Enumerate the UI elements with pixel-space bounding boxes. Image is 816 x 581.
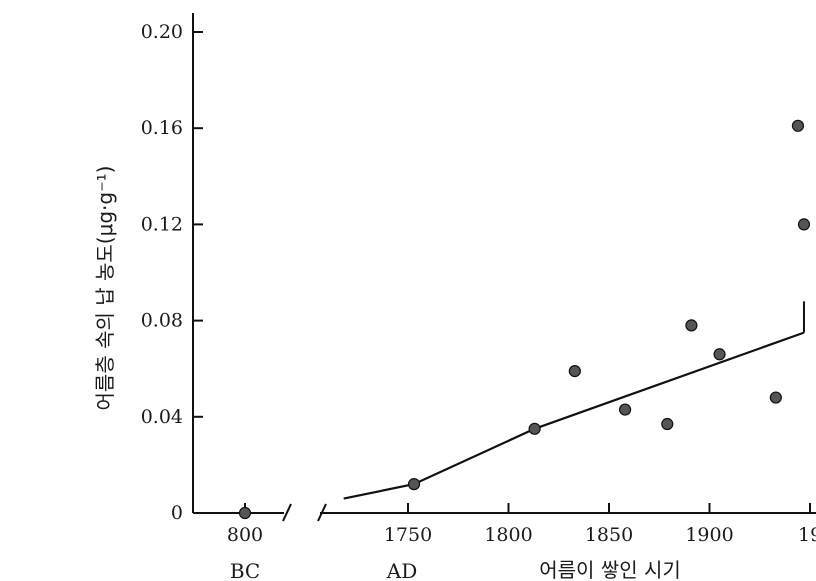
data-point [661, 417, 674, 431]
data-points [238, 119, 811, 520]
data-point [238, 506, 252, 520]
data-point [618, 403, 632, 416]
era-label-bc: BC [230, 559, 260, 581]
axes [192, 13, 816, 522]
y-tick-label: 0.16 [141, 117, 183, 139]
x-tick-label-ad: 19 [798, 524, 816, 546]
x-ticks: 800 1750 1800 1850 1900 19 [227, 503, 816, 546]
trend-line [343, 301, 805, 500]
era-label-ad: AD [386, 559, 417, 581]
data-point [568, 365, 581, 378]
x-tick-label-ad: 1850 [585, 524, 633, 546]
x-tick-label-bc: 800 [227, 524, 263, 546]
y-tick-label: 0.04 [141, 406, 183, 428]
y-tick-label: 0.08 [141, 310, 183, 332]
data-point [407, 478, 421, 491]
data-point [685, 319, 698, 332]
axis-break-mark-left [282, 503, 292, 522]
y-axis-title: 어름층 속의 납 농도(μg·g⁻¹) [93, 166, 117, 411]
data-point [528, 422, 541, 435]
y-tick-label: 0.12 [141, 213, 183, 235]
x-tick-label-ad: 1900 [685, 524, 733, 546]
axis-break-mark-right [317, 503, 327, 522]
data-point [797, 218, 811, 231]
y-tick-label: 0 [171, 502, 183, 524]
x-axis-title: 어름이 쌓인 시기 [539, 558, 681, 581]
y-ticks: 0 0.04 0.08 0.12 0.16 0.20 [141, 21, 203, 524]
trend-polyline [343, 331, 805, 500]
x-tick-label-ad: 1750 [384, 524, 432, 546]
data-point [713, 348, 726, 361]
y-tick-label: 0.20 [141, 21, 183, 43]
x-tick-label-ad: 1800 [484, 524, 532, 546]
data-point [769, 391, 782, 404]
data-point [791, 119, 805, 132]
